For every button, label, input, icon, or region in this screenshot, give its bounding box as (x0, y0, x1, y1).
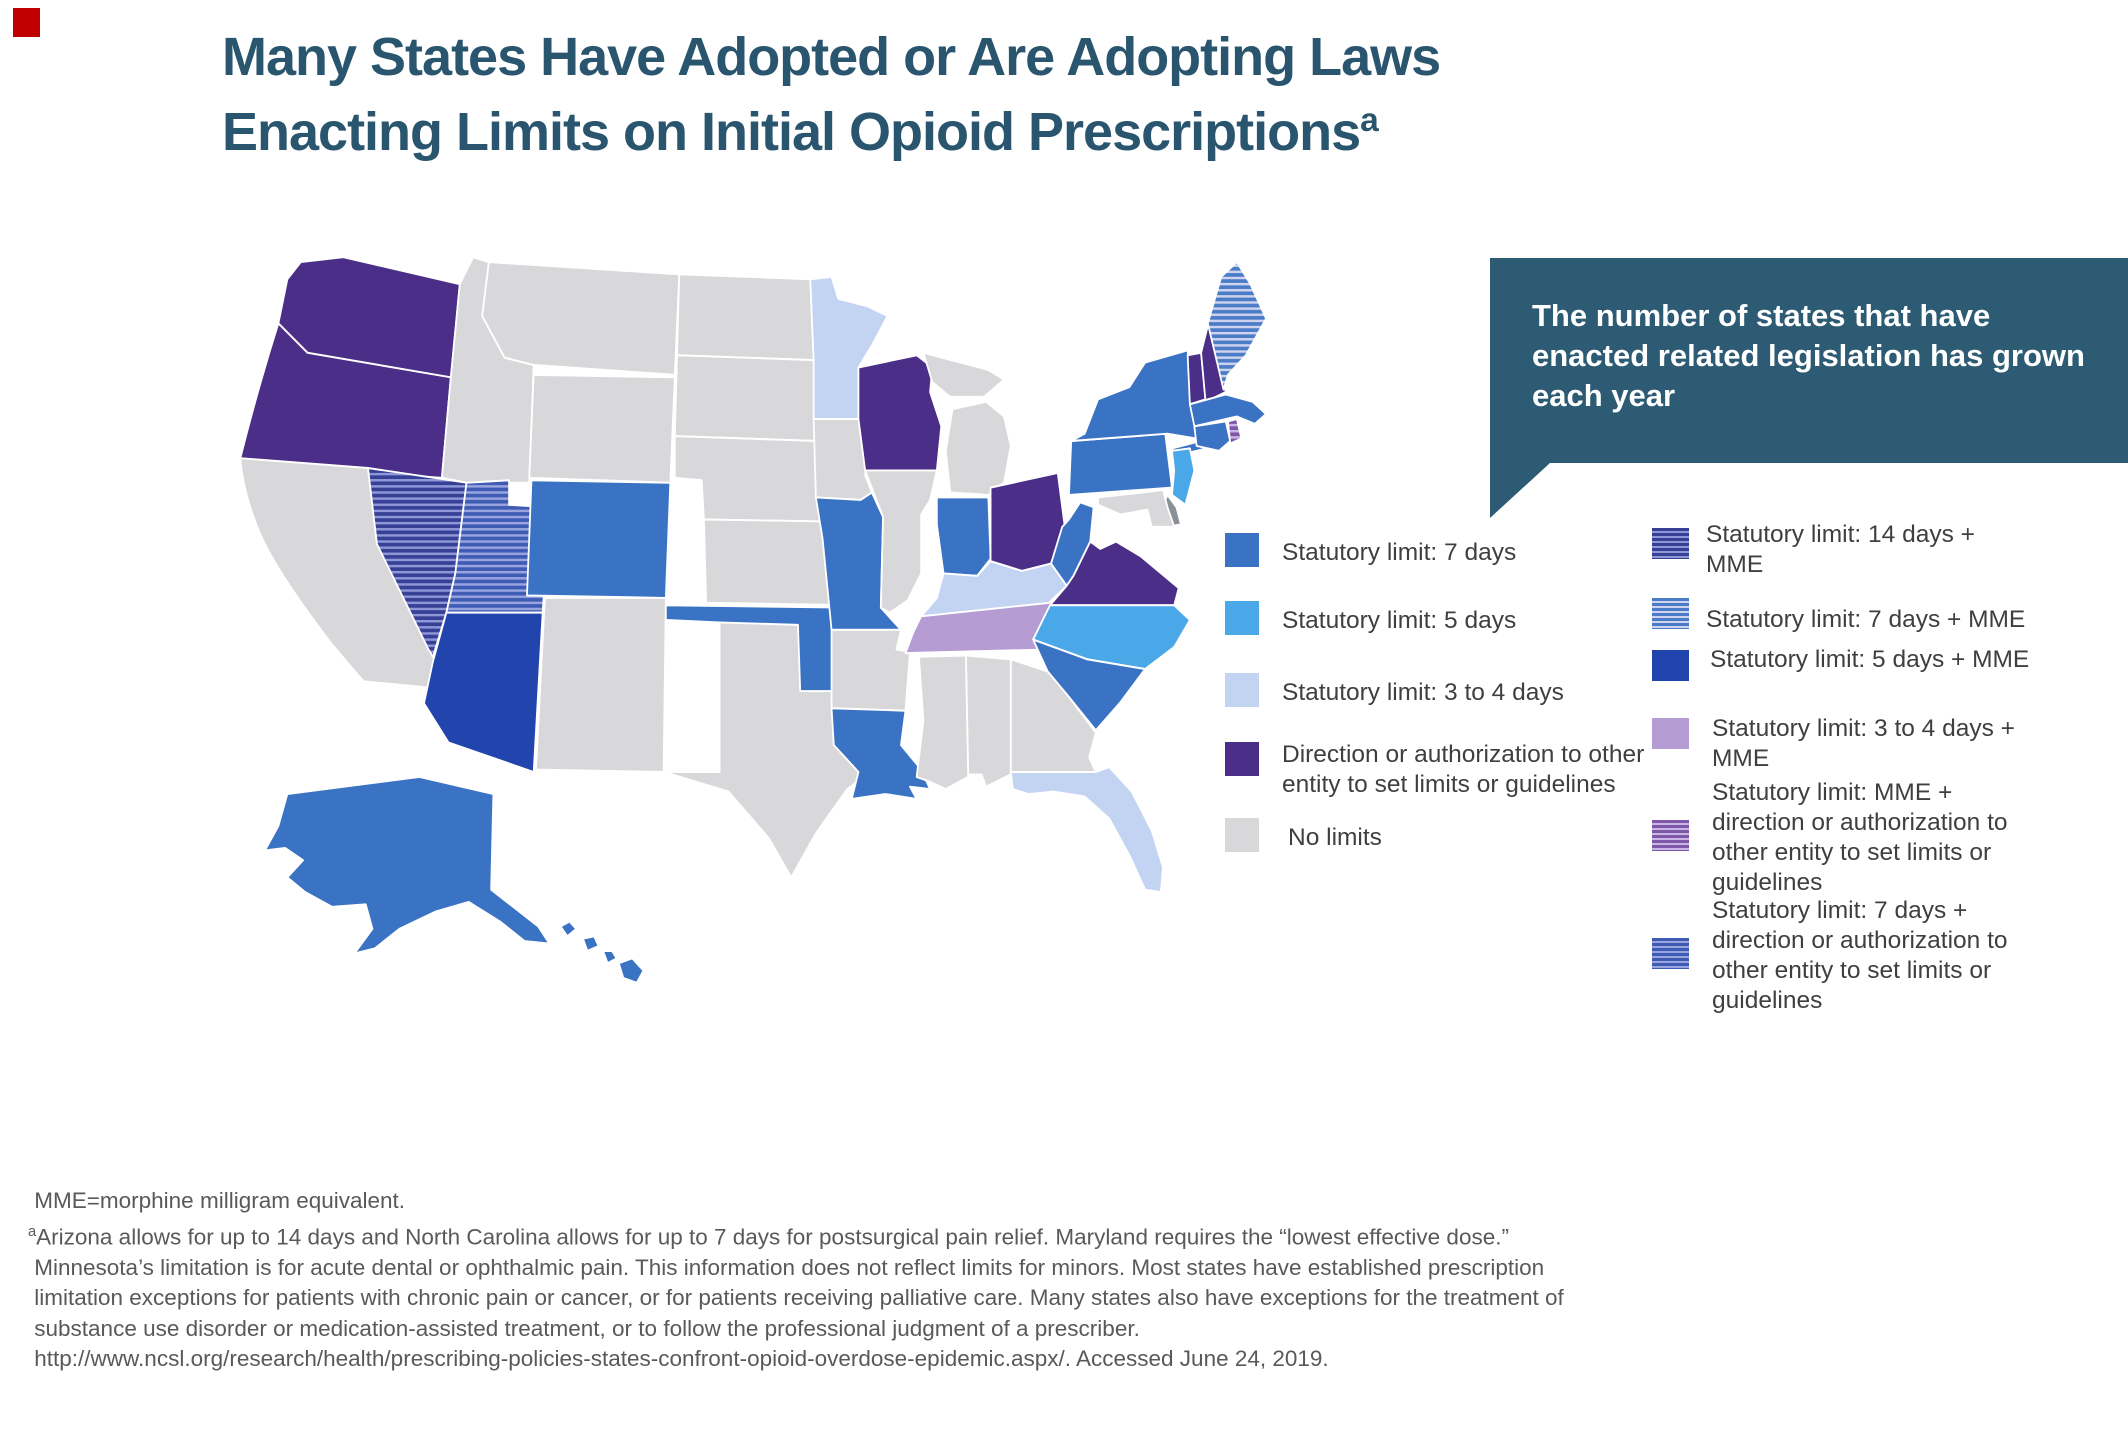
us-choropleth-map (200, 240, 1275, 1000)
state-az (423, 611, 544, 773)
state-pa (1068, 432, 1173, 496)
state-mn (809, 275, 889, 420)
state-in (935, 496, 992, 577)
legend-label-5-days: Statutory limit: 5 days (1282, 607, 1517, 634)
legend-swatch-3-4-days (1225, 673, 1259, 707)
state-ct (1193, 420, 1232, 452)
legend-swatch-7-days (1225, 533, 1259, 567)
state-md (1097, 489, 1176, 528)
callout-text: The number of states that have enacted r… (1532, 298, 2085, 413)
state-fl (1009, 766, 1164, 894)
legend-swatch-14-days-mme (1652, 528, 1689, 559)
legend-label-no-limits: No limits (1288, 824, 1382, 851)
title-line2: Enacting Limits on Initial Opioid Prescr… (222, 102, 1361, 162)
legend-swatch-direction (1225, 742, 1259, 776)
state-ca (239, 457, 441, 690)
footnotes: MME=morphine milligram equivalent. aAriz… (28, 1186, 1728, 1375)
us-map-svg (239, 256, 1267, 984)
state-al (965, 654, 1012, 788)
footnote-mme: MME=morphine milligram equivalent. (34, 1188, 406, 1213)
corner-red-mark (13, 8, 40, 37)
legend-swatch-5-days (1225, 601, 1259, 635)
legend-swatch-3-4-days-mme (1652, 718, 1689, 749)
state-tx (662, 621, 871, 879)
state-il (864, 469, 938, 614)
state-nd (676, 273, 815, 362)
state-ar (830, 628, 911, 712)
state-ri (1227, 417, 1243, 445)
callout-box: The number of states that have enacted r… (1490, 258, 2128, 463)
legend-label-7-days-mme: Statutory limit: 7 days + MME (1706, 606, 2026, 633)
state-la (830, 707, 932, 800)
callout-tail (1490, 463, 1550, 518)
legend-swatch-mme-direction (1652, 820, 1689, 851)
footnote-a: aArizona allows for up to 14 days and No… (28, 1223, 1509, 1250)
legend-swatch-no-limits (1225, 818, 1259, 852)
state-ak (264, 775, 551, 955)
legend-swatch-7-days-mme (1652, 598, 1689, 629)
footnote-line5: substance use disorder or medication-ass… (34, 1315, 1140, 1341)
footnote-source-url: http://www.ncsl.org/research/health/pres… (34, 1346, 1329, 1371)
state-sd (673, 354, 820, 443)
legend-label-mme-direction: Statutory limit: MME + direction or auth… (1712, 779, 2008, 896)
legend-label-3-4-days-mme: Statutory limit: 3 to 4 days + MME (1712, 715, 2015, 772)
legend-label-3-4-days: Statutory limit: 3 to 4 days (1282, 679, 1564, 706)
legend-swatch-5-days-mme (1652, 650, 1689, 681)
title-superscript: a (1360, 102, 1379, 139)
state-hi (559, 920, 645, 984)
legend-label-5-days-mme: Statutory limit: 5 days + MME (1710, 646, 2030, 673)
state-mt (481, 261, 681, 376)
footnote-superscript: a (28, 1223, 37, 1240)
footnote-line3: Minnesota’s limitation is for acute dent… (34, 1254, 1545, 1280)
state-wy (528, 373, 676, 484)
state-wi (857, 354, 943, 472)
state-mi (922, 351, 1012, 496)
state-ms (915, 654, 970, 791)
legend-label-7-days: Statutory limit: 7 days (1282, 539, 1517, 566)
title-line1: Many States Have Adopted or Are Adopting… (222, 27, 1441, 87)
legend-label-direction: Direction or authorization to other enti… (1282, 741, 1645, 798)
state-nm (535, 596, 667, 773)
legend-label-14-days-mme: Statutory limit: 14 days + MME (1706, 521, 1975, 578)
page-title: Many States Have Adopted or Are Adopting… (222, 26, 1722, 164)
footnote-line4: limitation exceptions for patients with … (34, 1285, 1564, 1310)
state-me (1206, 261, 1267, 391)
state-co (526, 479, 672, 599)
legend-swatch-7-days-direction (1652, 938, 1689, 969)
legend-label-7-days-direction: Statutory limit: 7 days + direction or a… (1712, 897, 2008, 1014)
state-nj (1171, 447, 1196, 506)
